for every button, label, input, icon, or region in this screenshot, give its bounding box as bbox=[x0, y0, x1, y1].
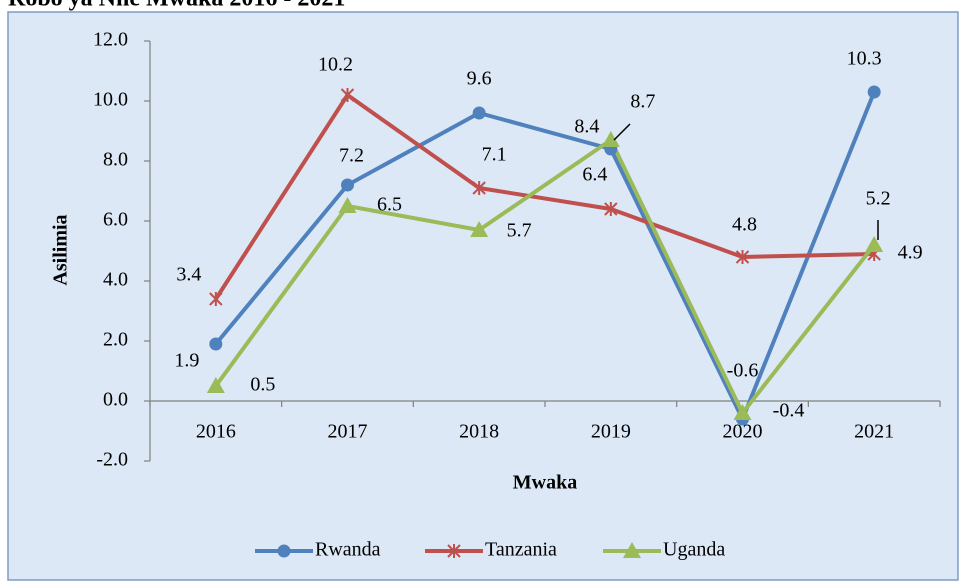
data-point bbox=[733, 404, 752, 420]
chart-background bbox=[7, 11, 959, 581]
y-tick-label: 4.0 bbox=[103, 269, 128, 291]
y-tick-label: 10.0 bbox=[93, 89, 128, 111]
legend-marker bbox=[623, 542, 641, 558]
data-label: -0.4 bbox=[773, 400, 805, 422]
data-point bbox=[472, 106, 486, 120]
x-tick-label: 2021 bbox=[854, 421, 894, 443]
x-tick-label: 2020 bbox=[723, 421, 763, 443]
legend-marker bbox=[447, 544, 461, 558]
y-tick-label: 2.0 bbox=[103, 329, 128, 351]
legend-marker bbox=[277, 544, 291, 558]
data-label: 7.2 bbox=[339, 145, 364, 167]
data-label: 1.9 bbox=[174, 350, 199, 372]
legend-label: Tanzania bbox=[485, 539, 557, 561]
data-label: 3.4 bbox=[176, 264, 201, 286]
data-point bbox=[735, 250, 750, 264]
data-point bbox=[472, 181, 486, 195]
y-tick-label: 0.0 bbox=[103, 389, 128, 411]
x-axis-label: Mwaka bbox=[513, 472, 577, 494]
leader-line bbox=[613, 123, 631, 141]
data-point bbox=[209, 292, 223, 306]
data-point bbox=[604, 202, 618, 216]
data-point bbox=[338, 197, 357, 213]
series-line bbox=[214, 93, 875, 301]
data-label: 4.9 bbox=[898, 242, 923, 264]
data-point bbox=[209, 337, 223, 351]
x-tick-label: 2018 bbox=[459, 421, 499, 443]
x-tick-label: 2017 bbox=[328, 421, 368, 443]
data-label: 9.6 bbox=[467, 68, 492, 90]
data-point bbox=[341, 178, 354, 192]
data-label: 6.5 bbox=[377, 194, 402, 216]
x-tick-label: 2016 bbox=[196, 421, 236, 443]
data-point bbox=[340, 88, 355, 102]
data-label: 5.2 bbox=[866, 188, 891, 210]
data-label: 4.8 bbox=[732, 214, 757, 236]
data-point bbox=[865, 236, 884, 252]
series-line bbox=[214, 91, 877, 421]
data-label: 8.4 bbox=[574, 116, 599, 138]
y-axis-label: Asilimia bbox=[50, 214, 72, 285]
data-label: 6.4 bbox=[582, 164, 607, 186]
y-tick-label: 6.0 bbox=[103, 209, 128, 231]
data-label: 10.2 bbox=[318, 54, 353, 76]
data-point bbox=[206, 377, 225, 393]
legend-label: Uganda bbox=[663, 539, 725, 561]
chart-title: Robo ya Nne Mwaka 2016 - 2021 bbox=[8, 0, 345, 12]
data-point bbox=[867, 85, 881, 99]
data-label: 7.1 bbox=[482, 144, 507, 166]
data-point bbox=[470, 221, 489, 237]
data-label: 0.5 bbox=[250, 374, 275, 396]
y-tick-label: -2.0 bbox=[96, 449, 128, 471]
y-tick-label: 12.0 bbox=[93, 29, 128, 51]
data-label: 10.3 bbox=[847, 48, 882, 70]
data-label: -0.6 bbox=[727, 360, 759, 382]
series-line bbox=[214, 138, 876, 415]
x-tick-label: 2019 bbox=[591, 421, 631, 443]
y-tick-label: 8.0 bbox=[103, 149, 128, 171]
data-point bbox=[601, 131, 620, 147]
data-label: 5.7 bbox=[507, 220, 532, 242]
legend-label: Rwanda bbox=[315, 539, 381, 561]
data-label: 8.7 bbox=[630, 91, 655, 113]
